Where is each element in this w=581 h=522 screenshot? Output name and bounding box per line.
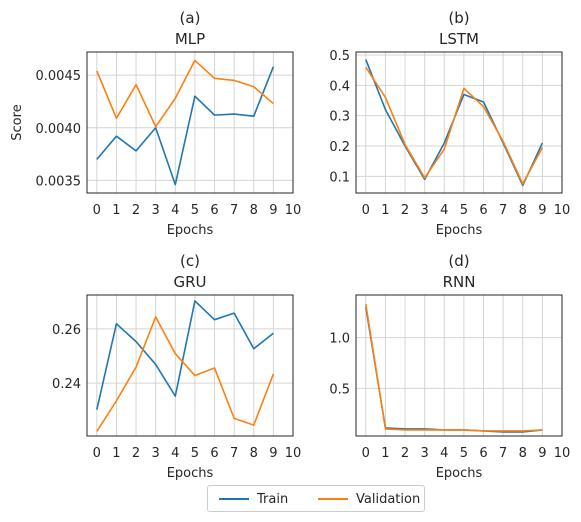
x-tick-label: 6 [479,446,487,461]
y-tick-label: 1.0 [329,332,350,347]
chart-title: RNN [443,273,476,291]
x-tick-label: 6 [210,446,218,461]
x-tick-label: 6 [210,203,218,218]
x-tick-label: 3 [152,203,160,218]
x-tick-label: 10 [554,446,571,461]
chart-title: MLP [175,30,205,48]
series-line-validation [96,316,275,432]
x-tick-label: 1 [381,203,389,218]
chart-title: GRU [173,273,206,291]
x-tick-label: 4 [440,446,448,461]
y-tick-label: 0.0045 [36,69,82,84]
plot-frame [355,294,563,437]
x-tick-label: 4 [171,203,179,218]
x-tick-label: 2 [132,446,140,461]
legend-item-train: Train [219,490,288,508]
x-tick-label: 6 [479,203,487,218]
panel-label: (c) [180,252,200,270]
x-axis-label: Epochs [436,223,483,238]
y-tick-label: 0.5 [329,49,350,64]
x-tick-label: 9 [269,203,277,218]
x-tick-label: 7 [230,446,238,461]
x-tick-label: 3 [421,446,429,461]
series-line-train [365,59,544,187]
x-tick-label: 4 [171,446,179,461]
panel-label: (a) [180,9,201,27]
x-tick-label: 3 [421,203,429,218]
legend-swatch-validation [318,498,348,500]
y-tick-label: 0.3 [329,110,350,125]
x-tick-label: 1 [112,446,120,461]
x-tick-label: 0 [93,203,101,218]
x-tick-label: 1 [112,203,120,218]
x-tick-label: 4 [440,203,448,218]
x-tick-label: 2 [132,203,140,218]
x-tick-label: 8 [519,446,527,461]
x-tick-label: 8 [250,203,258,218]
y-tick-label: 0.2 [329,140,350,155]
panel-label: (d) [448,252,469,270]
plot-frame [355,51,563,194]
x-axis-label: Epochs [436,466,483,481]
panel-label: (b) [448,9,469,27]
x-tick-label: 0 [362,203,370,218]
x-tick-label: 10 [554,203,571,218]
series-line-train [96,300,274,410]
legend: Train Validation [207,485,425,512]
x-tick-label: 10 [285,203,302,218]
x-tick-label: 2 [401,203,409,218]
y-tick-label: 0.0035 [36,174,82,189]
series-line-validation [365,66,544,185]
legend-swatch-train [219,498,249,500]
plot-frame [86,51,294,194]
series-line-validation [96,59,274,128]
x-tick-label: 0 [93,446,101,461]
x-tick-label: 8 [250,446,258,461]
x-tick-label: 9 [269,446,277,461]
x-tick-label: 5 [191,203,199,218]
y-tick-label: 0.4 [329,79,350,94]
y-tick-label: 0.1 [329,170,350,185]
x-tick-label: 3 [152,446,160,461]
y-tick-label: 0.5 [329,382,350,397]
y-tick-label: 0.0040 [36,122,82,137]
chart-title: LSTM [439,30,479,48]
x-axis-label: Epochs [167,223,214,238]
y-axis-label: Score [10,104,25,140]
legend-item-validation: Validation [318,490,420,508]
x-tick-label: 9 [538,446,546,461]
legend-label-validation: Validation [356,491,421,507]
legend-label-train: Train [257,491,289,507]
x-tick-label: 7 [499,203,507,218]
x-tick-label: 2 [401,446,409,461]
x-tick-label: 7 [230,203,238,218]
x-tick-label: 1 [381,446,389,461]
series-line-validation [365,304,543,432]
x-tick-label: 8 [519,203,527,218]
plot-frame [86,294,294,437]
x-tick-label: 10 [285,446,302,461]
y-tick-label: 0.26 [52,323,81,338]
series-line-train [96,66,275,186]
y-tick-label: 0.24 [52,377,81,392]
x-tick-label: 5 [460,446,468,461]
x-tick-label: 5 [191,446,199,461]
series-line-train [365,307,543,433]
x-tick-label: 0 [362,446,370,461]
x-tick-label: 7 [499,446,507,461]
x-axis-label: Epochs [167,466,214,481]
x-tick-label: 9 [538,203,546,218]
x-tick-label: 5 [460,203,468,218]
